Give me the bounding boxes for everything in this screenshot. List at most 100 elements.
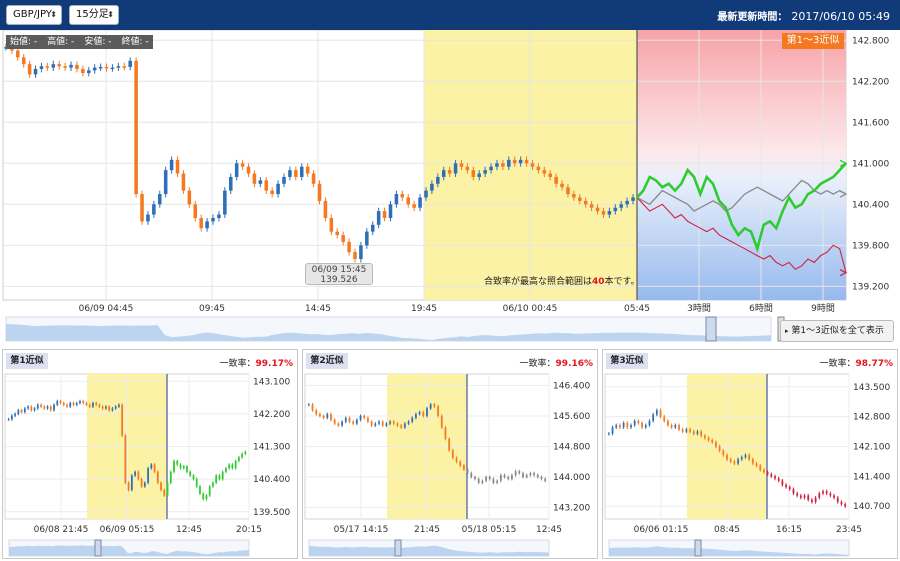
candle: [448, 438, 451, 451]
candle: [781, 480, 784, 485]
approx-panel-3[interactable]: 第3近似 一致率：98.77% 143.500 142.800 142.100 141…: [602, 349, 898, 559]
candle: [733, 461, 736, 464]
approx-panel-2[interactable]: 第2近似 一致率：99.16% 146.400 145.600 144.800 144…: [302, 349, 598, 559]
candle: [703, 435, 706, 438]
candle: [722, 450, 725, 456]
navigator-handle[interactable]: [705, 316, 717, 342]
candle: [544, 478, 547, 481]
y-tick-label: 141.000: [852, 159, 889, 169]
candle: [72, 403, 75, 405]
candle: [208, 486, 211, 496]
crosshair-tooltip: 06/09 15:45 139.526: [305, 263, 373, 285]
candle: [228, 464, 231, 469]
close-label: 終値: -: [121, 37, 149, 47]
candle: [352, 421, 355, 424]
approx-panel-1[interactable]: 第1近似 一致率：99.17% 143.100 142.200 141.300 140…: [2, 349, 298, 559]
candle: [681, 429, 684, 432]
candle: [748, 455, 751, 460]
candle: [39, 66, 44, 69]
candle: [737, 459, 739, 464]
candle: [46, 406, 49, 409]
candle: [507, 159, 511, 167]
navigator-handle: [394, 539, 402, 557]
symbol-select[interactable]: GBP/JPY ⬍: [6, 5, 62, 25]
candle: [62, 403, 65, 405]
last-updated-value: 2017/06/10 05:49: [791, 10, 890, 23]
candle: [169, 159, 174, 171]
candle: [49, 406, 52, 411]
candle: [394, 194, 399, 205]
x-tick-label: 19:45: [411, 304, 437, 314]
candle: [740, 457, 743, 460]
candle: [496, 480, 499, 483]
main-chart[interactable]: 06/09 04:45 09:45 14:45 19:45 06/10 00:45 05:…: [0, 30, 900, 348]
candle: [82, 401, 85, 403]
timeframe-select[interactable]: 15分足 ⬍: [69, 5, 119, 25]
y-tick-label: 145.600: [553, 412, 590, 422]
candle: [554, 176, 558, 184]
candle: [436, 176, 440, 184]
arrow-icon: [839, 159, 848, 167]
candle: [595, 207, 600, 212]
candle: [163, 490, 166, 496]
candle: [276, 183, 280, 195]
candle: [163, 170, 168, 195]
show-all-button[interactable]: ▸ 第1～3近似を全て表示: [780, 320, 894, 342]
candle: [176, 461, 179, 465]
candle: [433, 404, 436, 407]
x-tick-label: 9時間: [811, 303, 835, 314]
candle: [626, 423, 629, 428]
candle: [27, 64, 32, 75]
candle: [829, 493, 832, 496]
candle: [825, 491, 828, 494]
candle: [459, 163, 464, 167]
candle: [400, 194, 405, 198]
candle: [388, 204, 393, 218]
candle: [317, 183, 322, 201]
y-tick-label: 143.100: [253, 377, 290, 387]
candle: [101, 406, 104, 409]
candle: [221, 471, 224, 480]
candle: [341, 235, 345, 242]
candle: [231, 464, 234, 469]
candle: [110, 67, 115, 70]
candle: [329, 217, 334, 232]
candle: [463, 465, 465, 470]
candle: [524, 159, 529, 164]
y-tick-label: 139.500: [253, 508, 290, 518]
candle: [228, 176, 233, 191]
candle: [492, 478, 495, 483]
approximation-tag: 第1～3近似: [782, 33, 844, 49]
candle: [548, 173, 552, 177]
symbol-select-value: GBP/JPY: [13, 9, 52, 20]
x-tick-label: 05/18 05:15: [462, 525, 517, 535]
candle: [234, 461, 237, 469]
candle: [374, 423, 377, 426]
candle: [282, 176, 286, 184]
candle: [160, 482, 162, 490]
tooltip-price: 139.526: [320, 275, 358, 285]
candle: [499, 475, 502, 481]
candle: [466, 469, 469, 474]
candle: [217, 214, 221, 218]
candle: [69, 403, 72, 407]
candle: [45, 66, 50, 68]
candle: [814, 497, 817, 502]
candle: [803, 495, 806, 498]
x-tick-label: 23:45: [836, 525, 862, 535]
candle: [633, 420, 636, 426]
candle: [104, 66, 109, 69]
candle: [130, 475, 133, 490]
candle: [755, 463, 758, 466]
candle: [79, 401, 81, 403]
candle: [430, 183, 434, 191]
match-rate: 一致率：99.16%: [519, 356, 593, 369]
show-all-label: 第1～3近似を全て表示: [791, 326, 884, 336]
y-tick-label: 140.700: [853, 502, 890, 512]
candle: [225, 468, 227, 472]
candle: [92, 403, 94, 407]
candle: [241, 453, 244, 458]
match-rate-value: 99.16%: [555, 359, 594, 369]
candle: [370, 224, 375, 232]
candle: [437, 406, 439, 416]
